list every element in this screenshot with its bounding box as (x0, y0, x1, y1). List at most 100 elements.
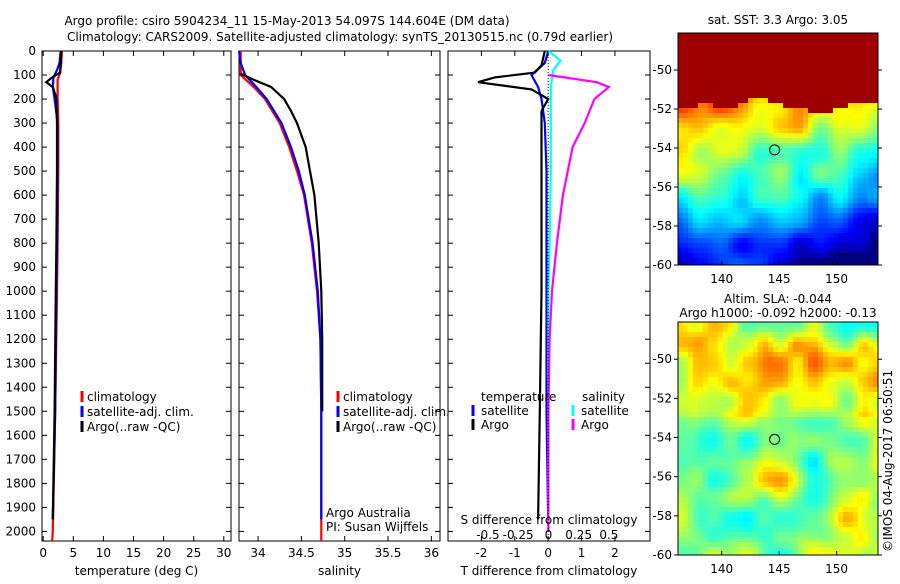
map-cell (708, 457, 713, 462)
map-cell (803, 143, 808, 148)
map-cell (768, 63, 773, 68)
map-cell (678, 238, 683, 243)
map-cell (703, 457, 708, 462)
map-cell (853, 387, 858, 392)
map-cell (738, 263, 743, 265)
map-cell (863, 477, 868, 482)
map-cell (843, 98, 848, 103)
map-cell (708, 537, 713, 542)
map-cell (758, 342, 763, 347)
map-cell (703, 527, 708, 532)
map-cell (703, 342, 708, 347)
map-cell (823, 527, 828, 532)
map-cell (698, 243, 703, 248)
map-cell (758, 527, 763, 532)
map-cell (823, 168, 828, 173)
map-cell (763, 472, 768, 477)
map-cell (683, 208, 688, 213)
map-cell (823, 33, 828, 38)
map-cell (803, 552, 808, 555)
map-cell (808, 188, 813, 193)
map-cell (858, 38, 863, 43)
map-cell (828, 352, 833, 357)
map-cell (698, 407, 703, 412)
map-cell (838, 497, 843, 502)
map-cell (803, 218, 808, 223)
map-cell (808, 68, 813, 73)
map-cell (703, 233, 708, 238)
map-cell (688, 118, 693, 123)
map-cell (723, 537, 728, 542)
map-cell (808, 238, 813, 243)
map-cell (758, 128, 763, 133)
map-cell (778, 73, 783, 78)
map-cell (723, 412, 728, 417)
map-cell (868, 143, 873, 148)
map-cell (813, 382, 818, 387)
map-cell (808, 442, 813, 447)
map-cell (703, 83, 708, 88)
map-cell (688, 128, 693, 133)
map-cell (723, 73, 728, 78)
map-cell (778, 153, 783, 158)
map-cell (688, 367, 693, 372)
map-cell (858, 337, 863, 342)
map-cell (788, 98, 793, 103)
map-cell (803, 512, 808, 517)
map-cell (868, 552, 873, 555)
map-cell (688, 113, 693, 118)
map-cell (783, 397, 788, 402)
map-cell (848, 33, 853, 38)
map-cell (773, 502, 778, 507)
map-cell (728, 507, 733, 512)
map-cell (728, 542, 733, 547)
map-cell (698, 462, 703, 467)
map-cell (808, 477, 813, 482)
map-cell (788, 148, 793, 153)
map-cell (723, 228, 728, 233)
map-cell (728, 183, 733, 188)
map-cell (788, 392, 793, 397)
map-cell (768, 118, 773, 123)
map-cell (858, 502, 863, 507)
map-cell (738, 48, 743, 53)
map-cell (723, 163, 728, 168)
map-cell (803, 402, 808, 407)
map-cell (683, 442, 688, 447)
map-cell (698, 33, 703, 38)
map-cell (778, 173, 783, 178)
map-cell (783, 417, 788, 422)
map-cell (868, 138, 873, 143)
map-cell (838, 362, 843, 367)
map-cell (728, 492, 733, 497)
map-cell (708, 63, 713, 68)
map-cell (818, 93, 823, 98)
map-cell (808, 517, 813, 522)
map-cell (723, 193, 728, 198)
map-cell (818, 522, 823, 527)
map-cell (733, 442, 738, 447)
map-cell (753, 542, 758, 547)
map-cell (843, 48, 848, 53)
map-cell (798, 203, 803, 208)
map-cell (753, 58, 758, 63)
map-cell (788, 143, 793, 148)
map-cell (723, 417, 728, 422)
map-cell (738, 402, 743, 407)
map-cell (723, 322, 728, 327)
map-cell (853, 148, 858, 153)
map-cell (858, 542, 863, 547)
map-cell (803, 497, 808, 502)
lat-tick-label: -58 (652, 509, 672, 523)
map-cell (758, 158, 763, 163)
map-cell (788, 542, 793, 547)
map-cell (713, 78, 718, 83)
map-cell (738, 43, 743, 48)
map-cell (728, 327, 733, 332)
map-cell (728, 332, 733, 337)
map-cell (688, 123, 693, 128)
map-cell (773, 258, 778, 263)
map-cell (768, 98, 773, 103)
map-cell (743, 63, 748, 68)
map-cell (783, 173, 788, 178)
